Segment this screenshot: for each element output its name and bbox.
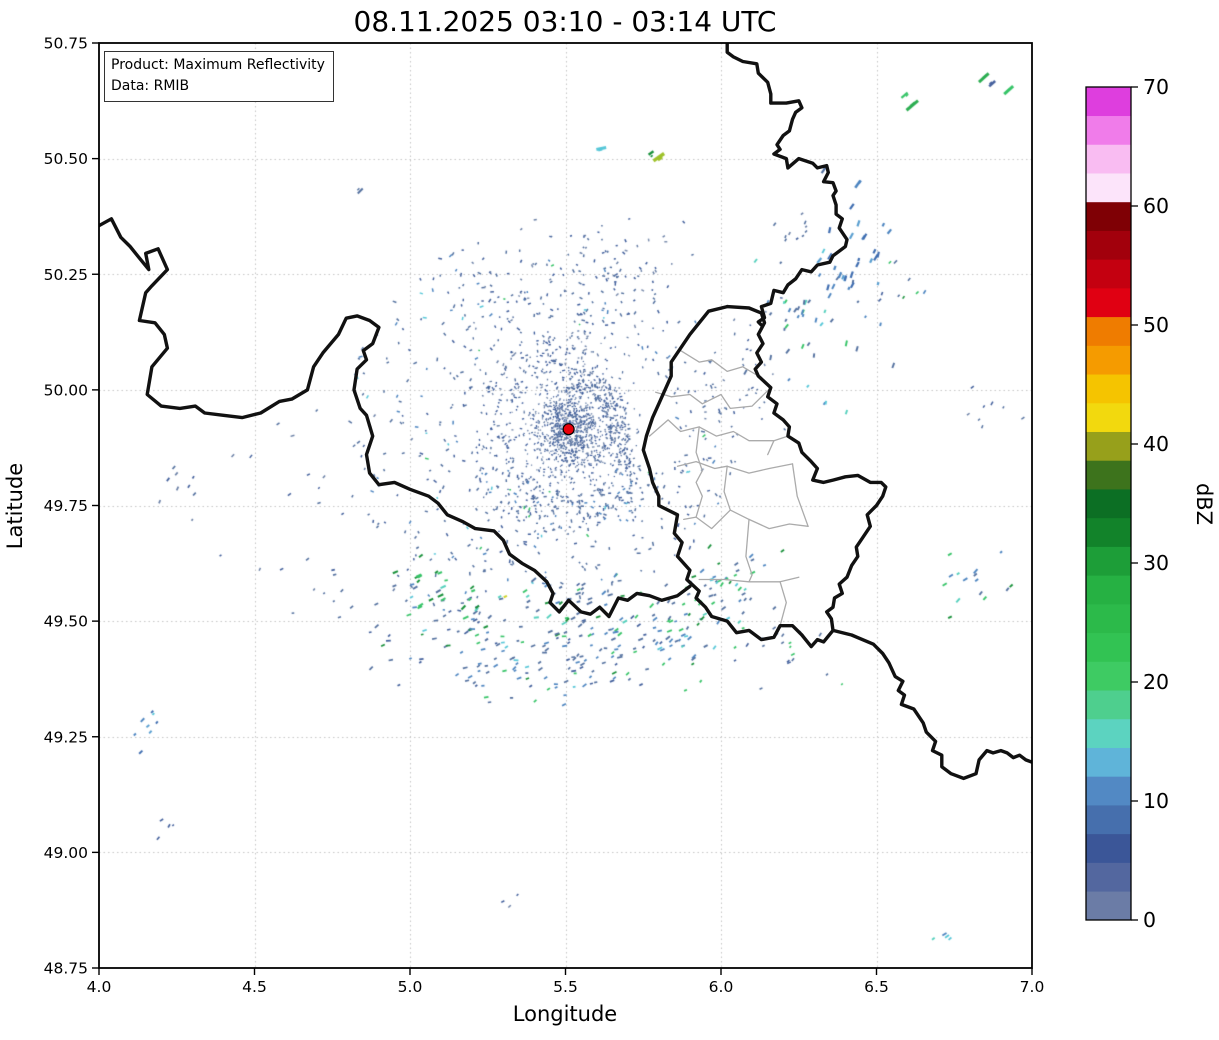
x-tick-label: 5.0 xyxy=(398,978,423,996)
x-tick-label: 5.5 xyxy=(553,978,578,996)
colorbar-band xyxy=(1086,488,1131,519)
colorbar-band xyxy=(1086,517,1131,547)
colorbar-tick-label: 70 xyxy=(1143,75,1169,99)
y-tick-label: 49.50 xyxy=(44,613,88,631)
admin-borders xyxy=(648,349,809,627)
y-tick-label: 50.00 xyxy=(44,381,88,399)
colorbar-band xyxy=(1086,575,1131,605)
y-tick-label: 50.75 xyxy=(44,35,88,53)
colorbar-tick-label: 0 xyxy=(1143,908,1156,932)
info-product-line: Product: Maximum Reflectivity xyxy=(111,57,325,73)
admin-border-line xyxy=(791,463,809,527)
axis-ticks: 4.0 4.5 5.0 5.5 6.0 6.5 7.0 48.75 49.00 49.25 49.5… xyxy=(44,35,1045,997)
country-borders xyxy=(99,43,1032,781)
colorbar-tick-label: 50 xyxy=(1143,313,1169,337)
colorbar-band xyxy=(1086,460,1131,490)
radar-location-marker xyxy=(562,423,575,436)
colorbar-band xyxy=(1086,546,1131,576)
x-tick-label: 6.0 xyxy=(709,978,734,996)
admin-border-line xyxy=(745,518,753,583)
admin-border-line xyxy=(723,465,731,511)
colorbar-band xyxy=(1086,201,1131,231)
colorbar-label: dBZ xyxy=(1192,483,1216,525)
colorbar-band xyxy=(1086,804,1131,835)
colorbar-band xyxy=(1086,373,1131,404)
info-data-line: Data: RMIB xyxy=(111,78,190,94)
colorbar-band xyxy=(1086,833,1131,863)
admin-border-line xyxy=(676,460,794,474)
colorbar-band xyxy=(1086,287,1131,318)
x-tick-label: 7.0 xyxy=(1020,978,1045,996)
colorbar-tick-label: 20 xyxy=(1143,670,1169,694)
border-luxembourg xyxy=(641,304,888,649)
y-tick-label: 49.75 xyxy=(44,497,88,515)
colorbar-band xyxy=(1086,890,1131,921)
colorbar-band xyxy=(1086,776,1131,806)
x-tick-label: 4.0 xyxy=(87,978,112,996)
x-tick-label: 4.5 xyxy=(242,978,267,996)
colorbar-outline xyxy=(1085,86,1132,921)
colorbar-band xyxy=(1086,689,1131,720)
border-france-germany xyxy=(831,628,1032,781)
admin-border-line xyxy=(648,419,789,442)
info-box: Product: Maximum Reflectivity Data: RMIB xyxy=(104,51,334,102)
y-tick-label: 49.00 xyxy=(44,844,88,862)
colorbar-band xyxy=(1086,431,1131,461)
y-tick-label: 49.25 xyxy=(44,728,88,746)
y-axis-label: Latitude xyxy=(3,463,27,549)
admin-border-line xyxy=(655,386,772,410)
colorbar-band xyxy=(1086,259,1131,289)
colorbar: 0 10 20 30 40 50 60 70 xyxy=(1085,75,1169,932)
colorbar-band xyxy=(1086,747,1131,777)
admin-border-line xyxy=(779,581,787,627)
colorbar-band xyxy=(1086,115,1131,145)
border-france-belgium xyxy=(99,217,692,619)
plot-frame xyxy=(98,42,1033,969)
x-axis-label: Longitude xyxy=(513,1002,617,1026)
y-tick-label: 50.25 xyxy=(44,266,88,284)
colorbar-band xyxy=(1086,632,1131,662)
colorbar-tick-label: 10 xyxy=(1143,789,1169,813)
y-tick-label: 50.50 xyxy=(44,150,88,168)
colorbar-band xyxy=(1086,603,1131,634)
colorbar-band xyxy=(1086,661,1131,691)
colorbar-band xyxy=(1086,230,1131,260)
colorbar-tick-label: 40 xyxy=(1143,432,1169,456)
admin-border-line xyxy=(679,349,759,377)
colorbar-band xyxy=(1086,316,1131,346)
admin-border-line xyxy=(683,509,809,530)
border-germany-belgium xyxy=(725,43,849,327)
admin-border-line xyxy=(695,426,703,518)
colorbar-band xyxy=(1086,718,1131,748)
colorbar-band xyxy=(1086,862,1131,892)
page-title: 08.11.2025 03:10 - 03:14 UTC xyxy=(354,5,777,38)
colorbar-band xyxy=(1086,144,1131,174)
colorbar-tick-label: 60 xyxy=(1143,194,1169,218)
colorbar-band xyxy=(1086,86,1131,117)
admin-border-line xyxy=(767,440,775,456)
admin-border-line xyxy=(698,576,800,583)
colorbar-tick-label: 30 xyxy=(1143,551,1169,575)
colorbar-band xyxy=(1086,172,1131,203)
x-tick-label: 6.5 xyxy=(864,978,889,996)
map-layers xyxy=(99,43,1032,781)
colorbar-band xyxy=(1086,402,1131,432)
y-tick-label: 48.75 xyxy=(44,960,88,978)
colorbar-band xyxy=(1086,345,1131,375)
